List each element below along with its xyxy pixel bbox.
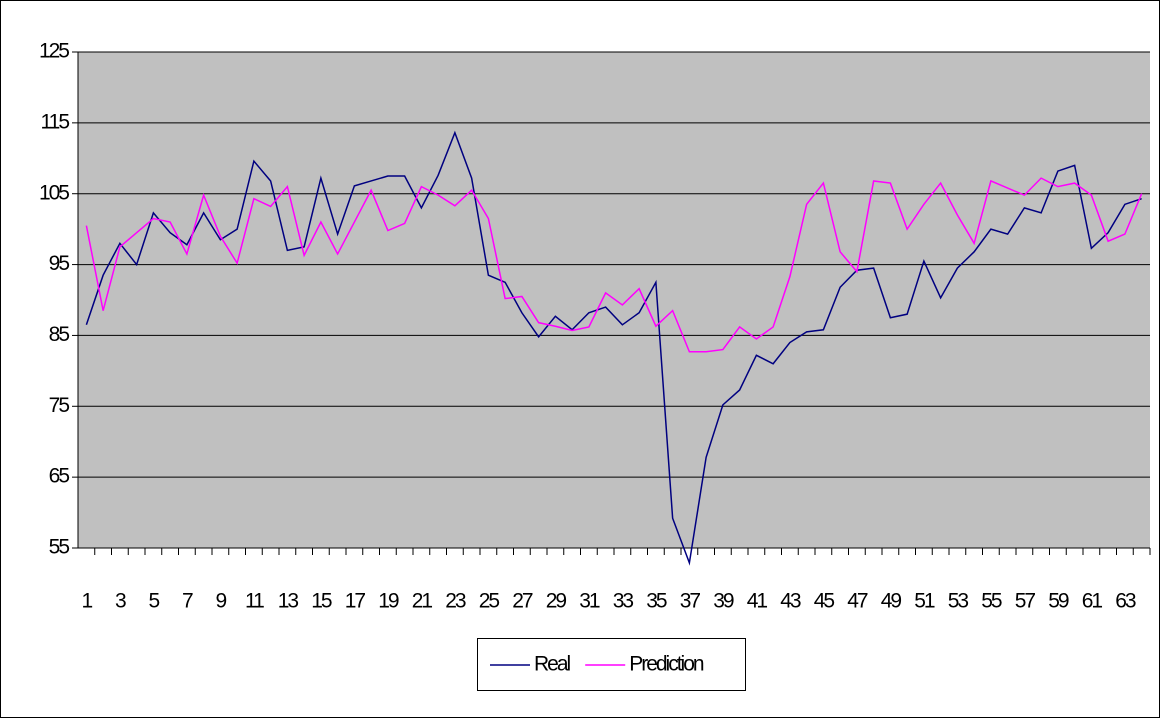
y-tick-label: 105	[39, 181, 69, 204]
x-tick-label: 11	[245, 590, 264, 613]
legend-label: Prediction	[629, 653, 704, 676]
x-tick-label: 33	[613, 590, 634, 613]
x-tick-label: 1	[82, 590, 93, 613]
x-tick-label: 29	[546, 590, 567, 613]
x-tick-label: 59	[1048, 590, 1069, 613]
x-tick-label: 61	[1082, 590, 1103, 613]
x-tick-label: 27	[512, 590, 533, 613]
y-tick-label: 85	[49, 323, 70, 346]
x-tick-label: 23	[445, 590, 466, 613]
x-tick-label: 25	[479, 590, 500, 613]
legend-label: Real	[534, 653, 571, 676]
series-line	[85, 177, 1143, 353]
legend: Real Prediction	[477, 638, 746, 691]
x-tick-label: 35	[646, 590, 667, 613]
x-tick-label: 63	[1115, 590, 1136, 613]
x-tick-label: 3	[115, 590, 126, 613]
y-tick-label: 125	[39, 40, 69, 63]
x-tick-label: 43	[780, 590, 801, 613]
x-tick-label: 37	[680, 590, 701, 613]
plot-area	[78, 52, 1150, 548]
y-tick-label: 55	[49, 536, 70, 559]
x-tick-label: 49	[881, 590, 902, 613]
x-tick-label: 57	[1015, 590, 1036, 613]
x-tick-label: 13	[278, 590, 299, 613]
x-tick-label: 41	[747, 590, 768, 613]
x-tick-label: 45	[814, 590, 835, 613]
x-tick-label: 19	[378, 590, 399, 613]
y-tick-label: 75	[49, 394, 70, 417]
x-tick-label: 15	[311, 590, 332, 613]
x-tick-label: 31	[579, 590, 600, 613]
y-tick-label: 95	[49, 252, 70, 275]
y-tick-label: 65	[49, 465, 70, 488]
x-tick-label: 39	[713, 590, 734, 613]
x-tick-label: 5	[149, 590, 160, 613]
x-tick-label: 9	[216, 590, 227, 613]
x-tick-label: 47	[847, 590, 868, 613]
x-tick-label: 55	[981, 590, 1002, 613]
x-tick-label: 51	[914, 590, 935, 613]
x-tick-label: 53	[948, 590, 969, 613]
series-line	[85, 130, 1142, 566]
y-tick-label: 115	[41, 110, 70, 133]
x-tick-label: 17	[345, 590, 366, 613]
x-tick-label: 21	[412, 590, 433, 613]
x-tick-label: 7	[182, 590, 193, 613]
